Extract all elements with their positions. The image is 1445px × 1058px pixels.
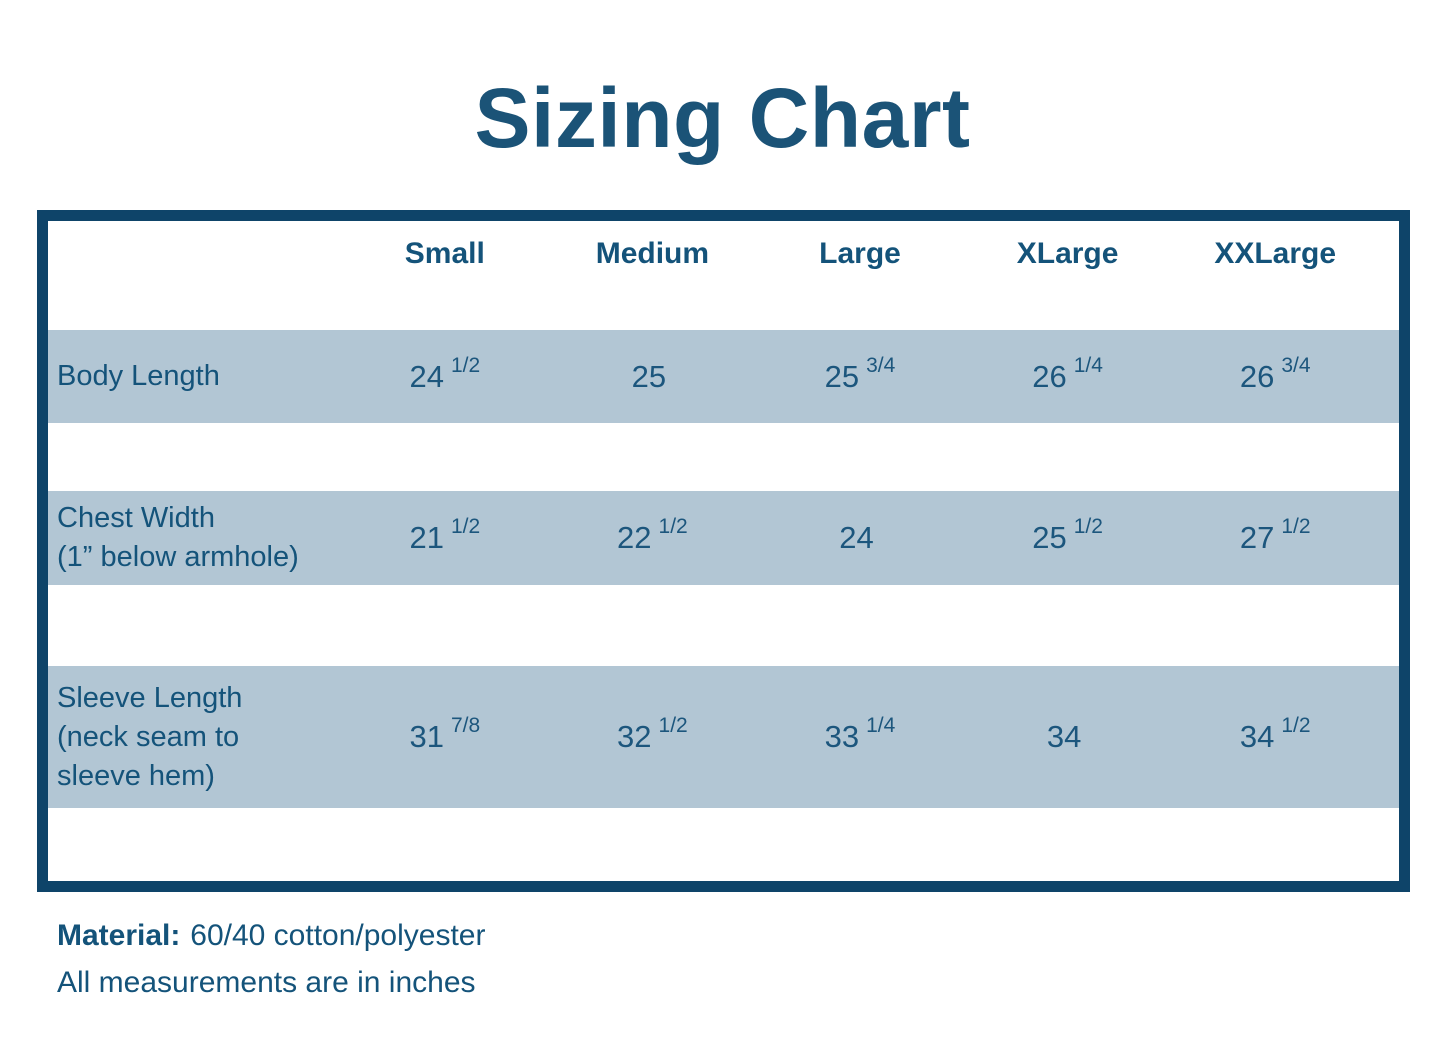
value-base: 22 — [617, 520, 652, 555]
cell-chest-width-xxlarge: 27 1/2 — [1171, 491, 1379, 585]
value-base: 25 — [631, 358, 667, 394]
column-header-medium: Medium — [595, 237, 710, 270]
value-base: 32 — [617, 719, 652, 754]
row-label-body-length: Body Length — [57, 360, 220, 392]
table-spacer-row — [48, 423, 1399, 491]
sizing-table: Small Medium Large XLarge XXLarge Body L… — [37, 210, 1410, 892]
value-fraction: 1/2 — [450, 515, 481, 538]
measurements-note: All measurements are in inches — [57, 966, 476, 999]
column-header-xxlarge: XXLarge — [1214, 237, 1337, 270]
value-base: 24 — [409, 358, 444, 394]
value-base: 34 — [1046, 719, 1082, 754]
footer-notes: Material: 60/40 cotton/polyester All meas… — [57, 912, 485, 1006]
table-row-chest-width: Chest Width (1” below armhole) 21 1/2 22 1… — [48, 491, 1399, 585]
cell-body-length-large: 25 3/4 — [756, 330, 964, 423]
value-fraction: 1/2 — [1281, 515, 1311, 538]
value-fraction: 7/8 — [450, 714, 481, 737]
value-fraction: 3/4 — [866, 353, 896, 377]
value-base: 25 — [1032, 520, 1067, 555]
value-base: 21 — [409, 520, 444, 555]
cell-body-length-small: 24 1/2 — [341, 330, 549, 423]
value-base: 34 — [1239, 719, 1275, 754]
cell-sleeve-length-large: 33 1/4 — [756, 666, 964, 808]
value-fraction: 1/2 — [1281, 714, 1311, 737]
value-fraction: 1/4 — [866, 714, 896, 737]
cell-chest-width-large: 24 — [756, 491, 964, 585]
cell-sleeve-length-medium: 32 1/2 — [549, 666, 757, 808]
cell-sleeve-length-xxlarge: 34 1/2 — [1171, 666, 1379, 808]
column-header-small: Small — [404, 237, 485, 270]
row-label-chest-width: Chest Width (1” below armhole) — [57, 502, 299, 573]
cell-sleeve-length-xlarge: 34 — [964, 666, 1172, 808]
cell-body-length-xxlarge: 26 3/4 — [1171, 330, 1379, 423]
column-header-large: Large — [819, 237, 901, 270]
cell-chest-width-medium: 22 1/2 — [549, 491, 757, 585]
value-base: 31 — [409, 719, 444, 754]
cell-sleeve-length-small: 31 7/8 — [341, 666, 549, 808]
value-base: 27 — [1239, 520, 1275, 555]
cell-chest-width-small: 21 1/2 — [341, 491, 549, 585]
table-row-body-length: Body Length 24 1/2 25 25 3/4 26 1/4 26 3/4 — [48, 330, 1399, 423]
page-title: Sizing Chart — [474, 71, 971, 165]
cell-body-length-medium: 25 — [549, 330, 757, 423]
value-base: 24 — [839, 520, 874, 555]
value-fraction: 1/2 — [658, 515, 688, 538]
value-base: 26 — [1239, 358, 1275, 394]
value-fraction: 3/4 — [1281, 353, 1311, 377]
value-base: 33 — [824, 719, 860, 754]
value-fraction: 1/2 — [1073, 515, 1103, 538]
value-fraction: 1/2 — [450, 353, 481, 377]
header-corner-cell — [48, 221, 341, 330]
table-row-sleeve-length: Sleeve Length (neck seam to sleeve hem) … — [48, 666, 1399, 808]
table-header-row: Small Medium Large XLarge XXLarge — [48, 221, 1399, 330]
column-header-xlarge: XLarge — [1016, 237, 1119, 270]
cell-chest-width-xlarge: 25 1/2 — [964, 491, 1172, 585]
value-base: 26 — [1032, 358, 1067, 394]
material-value: 60/40 cotton/polyester — [190, 919, 486, 952]
row-label-sleeve-length: Sleeve Length (neck seam to sleeve hem) — [57, 681, 243, 792]
cell-body-length-xlarge: 26 1/4 — [964, 330, 1172, 423]
value-base: 25 — [824, 358, 860, 394]
value-fraction: 1/2 — [658, 714, 688, 737]
material-line: Material: 60/40 cotton/polyester — [57, 912, 485, 959]
material-label: Material: — [57, 919, 181, 952]
value-fraction: 1/4 — [1073, 353, 1103, 377]
table-spacer-row — [48, 585, 1399, 666]
